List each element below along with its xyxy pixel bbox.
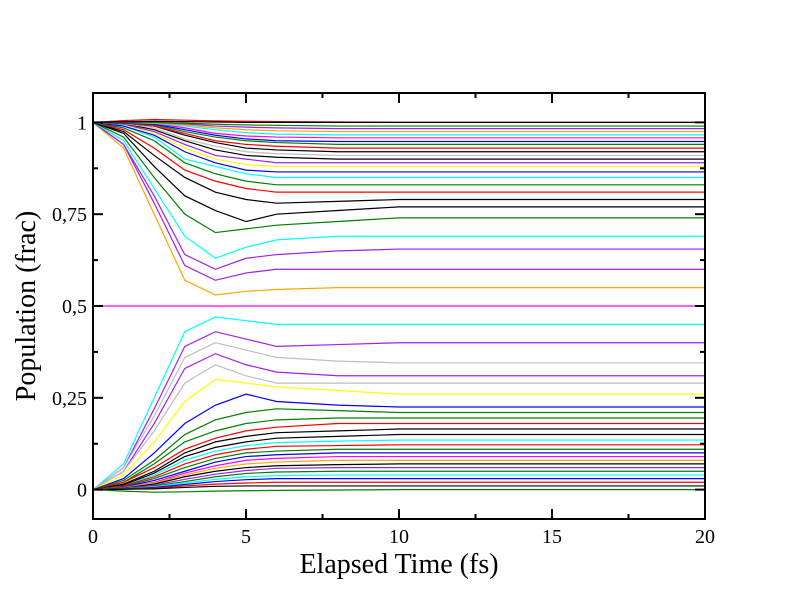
series-line-42 [93, 452, 705, 491]
series-line-32 [93, 378, 705, 491]
y-axis-title: Population (frac) [11, 211, 42, 402]
x-axis-title: Elapsed Time (fs) [299, 549, 498, 580]
series-line-37 [93, 428, 705, 491]
series-line-26 [93, 120, 705, 123]
series-line-4 [93, 121, 705, 259]
series-line-43 [93, 455, 705, 491]
series-line-47 [93, 470, 705, 491]
series-line-39 [93, 439, 705, 491]
x-tick-label: 5 [241, 526, 251, 548]
series-line-19 [93, 121, 705, 143]
series-line-27 [93, 316, 705, 491]
series-line-11 [93, 121, 705, 173]
series-line-31 [93, 364, 705, 491]
series-line-14 [93, 121, 705, 160]
series-line-16 [93, 121, 705, 153]
x-tick-label: 10 [389, 526, 409, 548]
series-line-38 [93, 433, 705, 491]
series-line-8 [93, 121, 705, 193]
series-line-2 [93, 121, 705, 281]
series-line-51 [93, 485, 705, 491]
y-tick-label: 0,25 [52, 388, 87, 410]
series-line-45 [93, 463, 705, 491]
series-line-46 [93, 466, 705, 491]
series-line-35 [93, 417, 705, 491]
series-line-29 [93, 342, 705, 491]
series-line-17 [93, 121, 705, 149]
series-line-40 [93, 444, 705, 491]
series-line-10 [93, 121, 705, 179]
series-line-15 [93, 121, 705, 157]
series-line-3 [93, 121, 705, 270]
series-line-9 [93, 121, 705, 186]
series-line-30 [93, 353, 705, 491]
series-line-34 [93, 408, 705, 491]
series-line-18 [93, 121, 705, 146]
x-tick-label: 15 [542, 526, 562, 548]
series-line-49 [93, 478, 705, 491]
series-line-48 [93, 474, 705, 491]
tick-labels-layer: 0 5 10 15 20 0 0,25 0,5 0,75 1 [52, 112, 715, 548]
series-line-13 [93, 121, 705, 164]
x-tick-label: 0 [88, 526, 98, 548]
series-line-44 [93, 459, 705, 491]
series-line-28 [93, 331, 705, 491]
series-line-1 [93, 121, 705, 296]
series-layer [93, 118, 705, 493]
y-tick-label: 0,5 [62, 296, 87, 318]
series-line-7 [93, 121, 705, 204]
series-line-5 [93, 121, 705, 234]
series-line-33 [93, 393, 705, 491]
series-line-41 [93, 448, 705, 491]
series-line-6 [93, 121, 705, 223]
series-line-52 [93, 489, 705, 493]
y-tick-label: 0 [77, 480, 87, 502]
x-tick-label: 20 [695, 526, 715, 548]
ticks-layer [92, 93, 706, 519]
series-line-50 [93, 481, 705, 491]
y-tick-label: 1 [77, 112, 87, 134]
series-line-12 [93, 121, 705, 168]
series-line-24 [93, 121, 705, 127]
y-tick-label: 0,75 [52, 204, 87, 226]
series-line-36 [93, 422, 705, 491]
